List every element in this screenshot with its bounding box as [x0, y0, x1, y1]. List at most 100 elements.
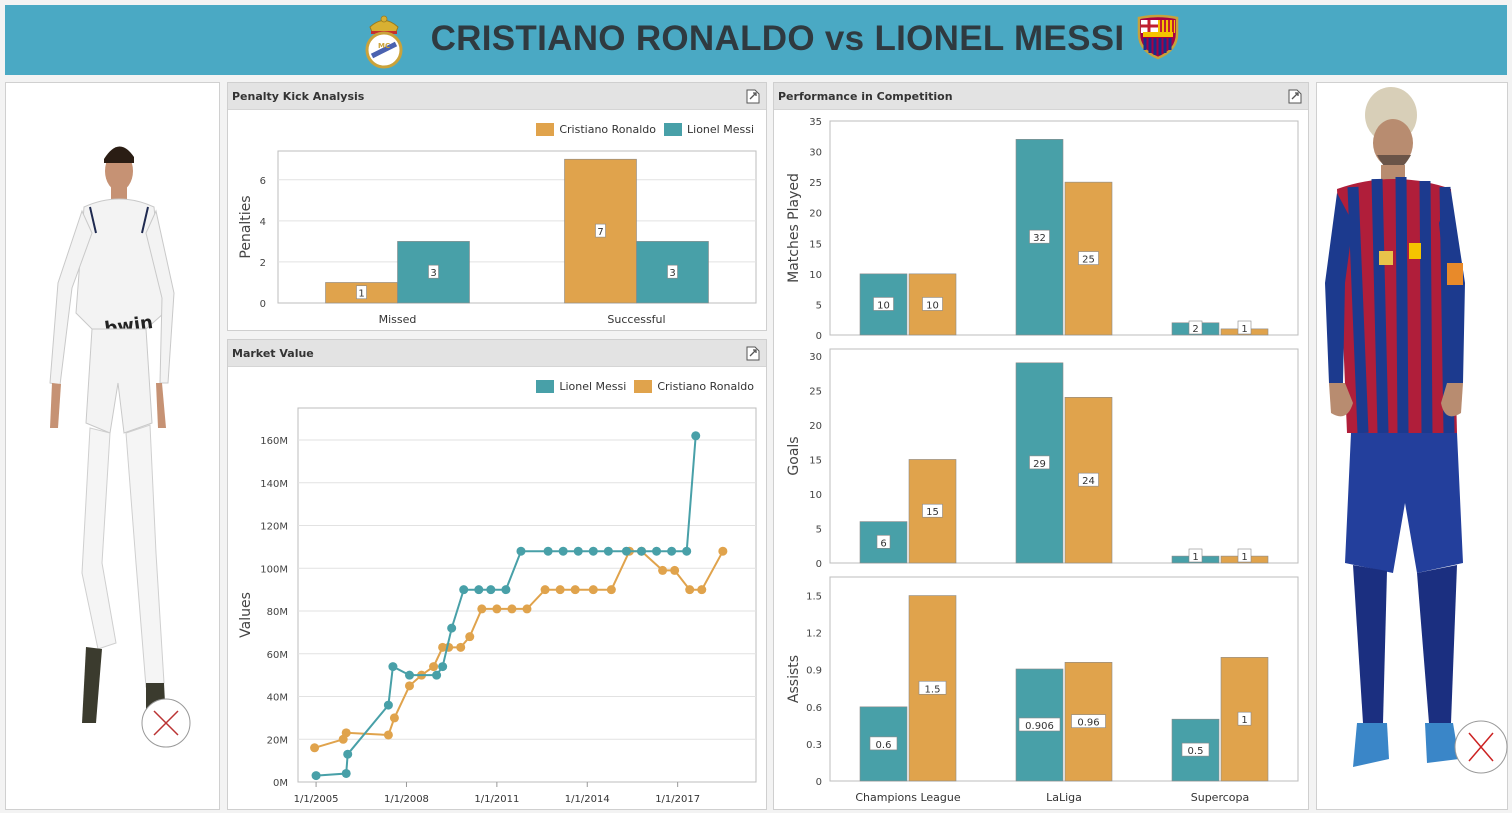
data-label: 10 — [877, 300, 890, 311]
data-label: 1 — [358, 289, 364, 300]
y-tick-label: 80M — [267, 607, 288, 618]
legend-item-messi[interactable]: Lionel Messi — [664, 123, 754, 136]
data-point — [718, 546, 728, 556]
legend-label: Lionel Messi — [687, 123, 754, 136]
data-point — [522, 604, 532, 614]
y-tick-label: 0M — [273, 778, 288, 789]
data-point — [501, 585, 511, 595]
data-label-box — [356, 285, 367, 300]
data-point — [310, 743, 320, 753]
data-point — [691, 431, 701, 441]
y-tick-label: 30 — [809, 352, 822, 363]
x-tick-label: LaLiga — [1046, 791, 1082, 804]
data-label: 32 — [1033, 233, 1046, 244]
penalty-panel: Penalty Kick Analysis Cristiano Ronaldo … — [227, 82, 767, 331]
data-point — [486, 585, 496, 595]
data-label: 1 — [1241, 324, 1247, 335]
data-label: 15 — [926, 507, 939, 518]
data-point — [570, 585, 580, 595]
data-label: 6 — [880, 538, 886, 549]
data-label: 1.5 — [925, 684, 941, 695]
data-label-box — [667, 264, 678, 279]
x-tick-label: Missed — [379, 313, 417, 326]
legend-label: Lionel Messi — [559, 380, 627, 393]
data-point — [558, 546, 568, 556]
data-point — [652, 546, 662, 556]
data-label-box — [918, 680, 947, 695]
data-label: 29 — [1033, 459, 1046, 470]
data-point — [404, 670, 414, 680]
fc-barcelona-crest-icon — [1137, 14, 1179, 60]
legend-item-messi[interactable]: Lionel Messi — [536, 380, 626, 393]
data-label: 7 — [597, 227, 603, 238]
data-point — [606, 585, 616, 595]
legend-label: Cristiano Ronaldo — [657, 380, 754, 393]
x-tick-label: 1/1/2005 — [294, 794, 339, 805]
y-tick-label: 6 — [260, 176, 266, 187]
data-label-box — [428, 264, 439, 279]
cristiano-ronaldo-photo: bwin — [49, 146, 191, 748]
performance-panel-title: Performance in Competition — [778, 90, 953, 103]
export-icon[interactable] — [746, 89, 760, 104]
y-tick-label: 0 — [816, 559, 822, 570]
data-point — [474, 585, 484, 595]
series-line — [314, 550, 724, 749]
data-label-box — [922, 297, 943, 311]
y-tick-label: 15 — [809, 239, 822, 250]
data-point — [658, 565, 668, 575]
data-label: 0.96 — [1077, 718, 1099, 729]
y-tick-label: 0 — [816, 777, 822, 788]
y-tick-label: 25 — [809, 386, 822, 397]
data-point — [603, 546, 613, 556]
x-tick-label: 1/1/2014 — [565, 794, 610, 805]
y-tick-label: 4 — [260, 217, 266, 228]
y-axis-label: Matches Played — [786, 173, 802, 283]
penalty-chart: 0 2 4 6 Penalties Missed 1 3 Successful 7 3 — [238, 150, 757, 326]
data-point — [543, 546, 553, 556]
y-tick-label: 2 — [260, 258, 266, 269]
export-icon[interactable] — [1288, 89, 1302, 104]
data-point — [492, 604, 502, 614]
data-point — [311, 771, 321, 781]
data-label-box — [1237, 320, 1252, 335]
y-tick-label: 35 — [809, 117, 822, 128]
export-icon[interactable] — [746, 346, 760, 361]
data-label-box — [869, 736, 898, 751]
y-tick-label: 60M — [267, 650, 288, 661]
data-label-box — [1237, 711, 1252, 726]
y-tick-label: 1.2 — [806, 629, 822, 640]
y-tick-label: 0.9 — [806, 666, 822, 677]
legend-item-ronaldo[interactable]: Cristiano Ronaldo — [634, 380, 754, 393]
legend-label: Cristiano Ronaldo — [559, 123, 657, 136]
data-point — [383, 730, 393, 740]
data-label: 3 — [669, 268, 675, 279]
data-label-box — [1018, 717, 1061, 732]
data-point — [682, 546, 692, 556]
legend-item-ronaldo[interactable]: Cristiano Ronaldo — [536, 123, 656, 136]
data-label-box — [1078, 472, 1099, 487]
x-tick-label: Successful — [607, 313, 665, 326]
data-label-box — [1029, 229, 1050, 244]
data-label: 1 — [1241, 715, 1247, 726]
market-panel-title: Market Value — [232, 347, 314, 360]
data-label: 0.5 — [1188, 746, 1204, 757]
x-tick-label: Champions League — [855, 791, 960, 804]
data-label-box — [1029, 455, 1050, 470]
data-label: 2 — [1192, 324, 1198, 335]
performance-panel: Performance in Competition 0 5 10 15 20 25 30 3… — [773, 82, 1309, 810]
svg-text:MC: MC — [378, 42, 390, 50]
data-point — [388, 662, 398, 672]
y-axis-label: Penalties — [238, 195, 254, 258]
plot-area — [829, 576, 1299, 782]
x-tick-label: 1/1/2011 — [474, 794, 519, 805]
data-point — [456, 642, 466, 652]
data-point — [383, 700, 393, 710]
data-label: 1 — [1241, 552, 1247, 563]
data-label-box — [1188, 320, 1203, 335]
y-tick-label: 100M — [260, 564, 288, 575]
y-tick-label: 40M — [267, 693, 288, 704]
data-point — [477, 604, 487, 614]
data-point — [438, 662, 448, 672]
header-banner: MC CRISTIANO RONALDO vs LIONEL MESSI — [5, 5, 1507, 75]
